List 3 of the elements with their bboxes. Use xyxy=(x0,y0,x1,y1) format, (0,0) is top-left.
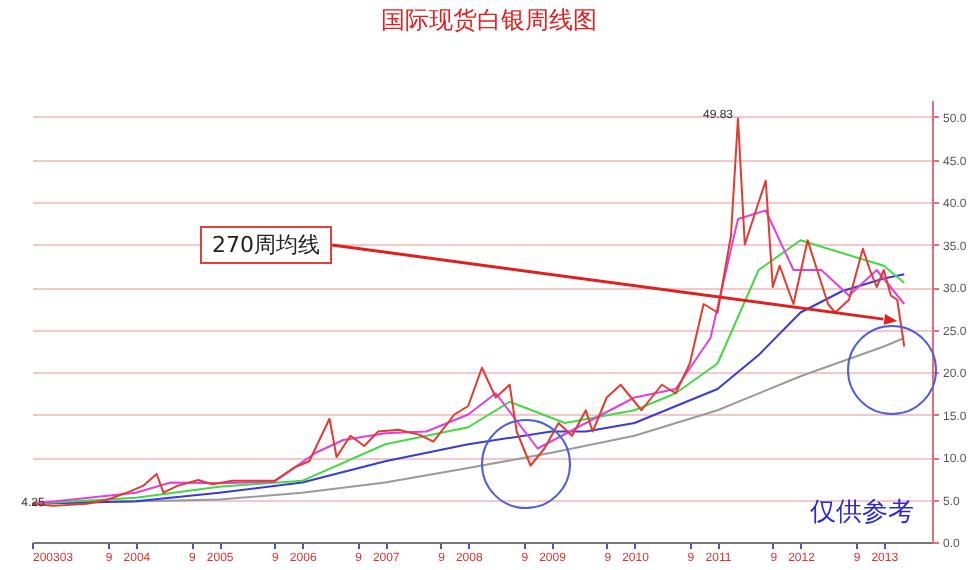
chart-title: 国际现货白银周线图 xyxy=(379,4,599,38)
annotation: 仅供参考 xyxy=(810,496,914,530)
annotation: 270周均线 xyxy=(200,226,332,264)
